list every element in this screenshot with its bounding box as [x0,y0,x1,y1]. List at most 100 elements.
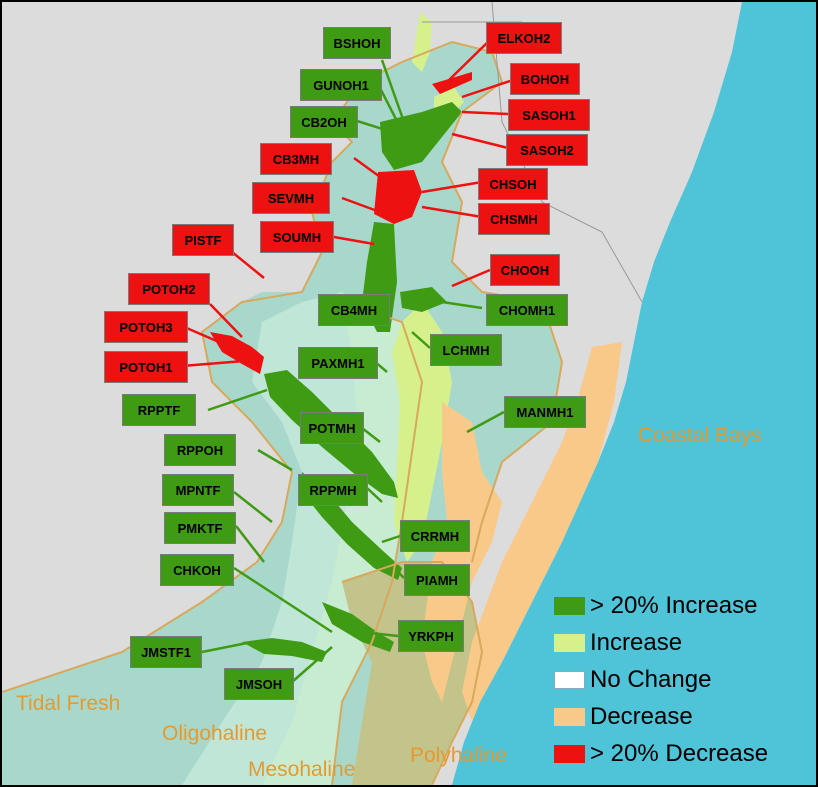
leader-jmsoh [291,646,333,683]
station-label-chkoh: CHKOH [160,554,234,586]
station-label-chooh: CHOOH [490,254,560,286]
legend: > 20% Increase Increase No Change Decrea… [554,587,768,772]
station-label-mpntf: MPNTF [162,474,234,506]
station-label-soumh: SOUMH [260,221,334,253]
station-label-rpptf: RPPTF [122,394,196,426]
region-label-mesohaline: Mesohaline [248,758,356,781]
decrease-leaders [181,37,517,368]
station-label-pmktf: PMKTF [164,512,236,544]
leader-lchmh [411,331,431,349]
region-label-oligohaline: Oligohaline [162,722,268,745]
legend-swatch-no-change [554,670,585,689]
leader-rpptf [207,388,268,412]
station-label-cb3mh: CB3MH [260,143,332,175]
station-label-pistf: PISTF [172,224,234,256]
leader-mpntf [233,491,273,523]
leader-cb3mh [353,156,388,184]
leader-cb2oh [353,118,393,134]
station-label-sevmh: SEVMH [252,182,330,214]
legend-item-increase: Increase [554,624,768,661]
station-label-bshoh: BSHOH [323,27,391,59]
station-label-potoh1: POTOH1 [104,351,188,383]
leader-potmh [361,427,381,443]
atlantic-ocean [452,2,816,785]
leader-soumh [333,235,375,246]
legend-label-strong-decrease: > 20% Decrease [590,739,769,767]
york-increase [322,602,394,652]
sassafras-decrease [432,72,472,94]
leader-chsoh [421,180,483,194]
station-label-crrmh: CRRMH [400,520,470,552]
station-label-elkoh2: ELKOH2 [486,22,562,54]
legend-item-decrease: Decrease [554,698,768,735]
station-label-manmh1: MANMH1 [504,396,586,428]
station-label-cb2oh: CB2OH [290,106,358,138]
legend-swatch-strong-increase [554,596,585,615]
leader-elkoh2 [446,37,493,83]
legend-item-no-change: No Change [554,661,768,698]
station-label-jmstf1: JMSTF1 [130,636,202,668]
upper-bay-increase [380,102,462,170]
upper-bay-decrease [374,170,422,224]
legend-swatch-decrease [554,707,585,726]
leader-bshoh [380,59,406,123]
leader-pmktf [235,525,265,563]
region-boundary-polyhaline [341,561,484,785]
legend-item-strong-increase: > 20% Increase [554,587,768,624]
leader-bohoh [461,77,517,99]
state-line [491,2,643,303]
station-label-potoh2: POTOH2 [128,273,210,305]
leader-piamh [397,571,405,579]
station-label-sasoh2: SASOH2 [506,134,588,166]
leader-potoh1 [181,358,258,368]
leader-sasoh2 [451,132,509,150]
mesohaline-region [262,302,422,785]
legend-label-strong-increase: > 20% Increase [590,591,758,619]
leader-rppoh [257,448,293,472]
region-label-tidal-fresh: Tidal Fresh [16,692,121,715]
station-label-rppmh: RPPMH [298,474,368,506]
station-label-cb4mh: CB4MH [318,294,390,326]
station-label-piamh: PIAMH [404,564,470,596]
legend-item-strong-decrease: > 20% Decrease [554,735,768,772]
leader-potoh2 [209,303,243,338]
leader-rppmh [366,487,383,503]
legend-label-decrease: Decrease [590,702,693,730]
legend-label-no-change: No Change [590,665,712,693]
leader-yrkph [361,630,399,638]
leader-jmstf1 [201,640,253,654]
james-increase [242,638,327,662]
station-label-gunoh1: GUNOH1 [300,69,382,101]
station-label-potmh: POTMH [300,412,364,444]
leader-crrmh [381,534,401,544]
legend-swatch-strong-decrease [554,744,585,763]
station-label-paxmh1: PAXMH1 [298,347,378,379]
legend-label-increase: Increase [590,628,683,656]
leader-chkoh [233,566,333,634]
leader-chsmh [421,205,483,219]
region-label-coastal-bays: Coastal Bays [638,424,762,447]
increase-area [392,302,452,562]
leader-potoh3 [181,324,243,354]
leader-chooh [451,268,491,288]
leader-pistf [231,251,265,279]
decrease-area-coastal [462,342,622,722]
station-label-jmsoh: JMSOH [224,668,294,700]
leader-sevmh [341,196,381,214]
legend-swatch-increase [554,633,585,652]
choptank-increase [400,287,447,312]
potomac-upper-decrease [210,332,264,374]
station-label-chomh1: CHOMH1 [486,294,568,326]
station-label-rppoh: RPPOH [164,434,236,466]
station-label-chsmh: CHSMH [478,203,550,235]
region-label-polyhaline: Polyhaline [410,744,507,767]
leader-chomh1 [441,300,483,310]
station-label-sasoh1: SASOH1 [508,99,590,131]
station-label-bohoh: BOHOH [510,63,580,95]
station-label-potoh3: POTOH3 [104,311,188,343]
increase-leaders [201,59,505,683]
station-label-chsoh: CHSOH [478,168,548,200]
station-label-yrkph: YRKPH [398,620,464,652]
leader-manmh1 [466,410,505,434]
